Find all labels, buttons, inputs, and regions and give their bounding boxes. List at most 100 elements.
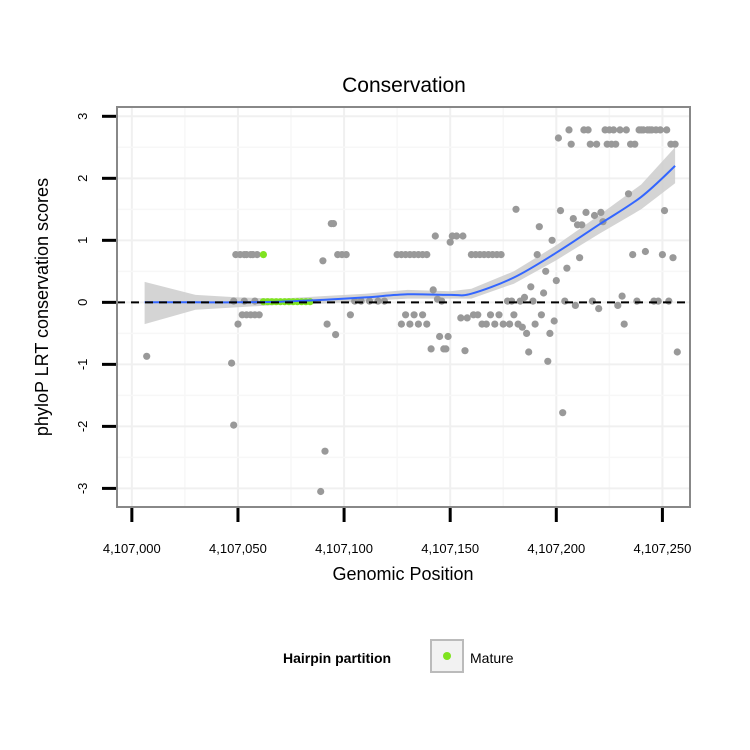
- data-point: [414, 320, 422, 328]
- data-point: [402, 311, 410, 319]
- data-point: [529, 297, 537, 305]
- data-point: [610, 126, 618, 134]
- data-point: [406, 320, 414, 328]
- data-point: [461, 347, 469, 355]
- data-point: [365, 297, 374, 305]
- y-axis-title: phyloP LRT conservation scores: [32, 178, 52, 436]
- data-point-mature: [259, 251, 267, 259]
- x-tick-label: 4,107,200: [527, 541, 585, 556]
- data-point: [143, 352, 151, 360]
- data-point: [459, 232, 467, 240]
- data-point: [567, 140, 575, 148]
- data-point: [624, 190, 633, 198]
- data-point: [552, 277, 560, 285]
- data-point: [436, 332, 444, 341]
- x-tick-label: 4,107,100: [315, 541, 373, 556]
- data-point: [495, 311, 503, 319]
- x-tick-label: 4,107,000: [103, 541, 161, 556]
- data-point: [518, 323, 526, 331]
- data-point: [582, 208, 590, 216]
- data-point: [427, 345, 435, 353]
- data-point: [561, 297, 569, 305]
- y-tick-label: 1: [75, 237, 90, 244]
- data-point: [491, 320, 499, 328]
- data-point: [665, 297, 673, 305]
- data-point: [537, 311, 546, 319]
- data-point: [576, 254, 584, 262]
- data-point: [486, 311, 495, 319]
- data-point: [380, 297, 388, 305]
- data-point: [319, 257, 327, 265]
- data-point: [612, 140, 620, 148]
- data-point: [546, 329, 554, 337]
- data-point: [618, 292, 626, 300]
- data-point: [554, 134, 563, 142]
- data-point: [463, 314, 471, 322]
- data-point: [669, 254, 677, 262]
- y-tick-label: -3: [75, 483, 90, 495]
- y-tick-label: 0: [75, 299, 90, 306]
- data-point: [586, 140, 594, 148]
- data-point: [346, 311, 354, 319]
- data-point: [508, 297, 516, 305]
- data-point: [556, 207, 565, 215]
- data-point: [654, 297, 662, 305]
- x-tick-label: 4,107,050: [209, 541, 267, 556]
- y-tick-label: 2: [75, 175, 90, 182]
- data-point: [593, 140, 601, 148]
- data-point: [569, 215, 577, 223]
- data-point: [656, 126, 664, 134]
- legend-label-mature: Mature: [470, 650, 514, 666]
- data-point: [633, 297, 641, 305]
- x-axis: 4,107,000 4,107,050 4,107,100 4,107,150 4,10…: [103, 508, 691, 556]
- data-point: [442, 345, 450, 353]
- y-axis: -3 -2 -1 0 1 2 3: [75, 113, 116, 494]
- data-point: [658, 251, 667, 259]
- data-point: [374, 297, 382, 305]
- data-point: [535, 223, 543, 231]
- data-point: [595, 305, 603, 313]
- data-point: [234, 320, 242, 328]
- y-tick-label: -1: [75, 359, 90, 371]
- data-point: [512, 205, 520, 213]
- data-point: [673, 348, 681, 356]
- data-point: [510, 311, 518, 319]
- x-tick-label: 4,107,250: [633, 541, 691, 556]
- data-point: [590, 211, 599, 220]
- data-point: [540, 289, 548, 297]
- data-point: [544, 357, 552, 365]
- data-point: [671, 140, 679, 148]
- confidence-band: [144, 147, 676, 325]
- data-point: [429, 286, 437, 294]
- data-point: [228, 359, 236, 367]
- data-point: [559, 409, 567, 417]
- y-tick-label: 3: [75, 113, 90, 120]
- data-point: [542, 267, 550, 275]
- data-point: [323, 320, 331, 328]
- data-point: [474, 311, 482, 319]
- data-point: [497, 251, 505, 259]
- x-axis-title: Genomic Position: [332, 564, 473, 584]
- data-point: [423, 251, 431, 259]
- data-point: [584, 126, 592, 134]
- data-point: [482, 320, 490, 328]
- legend-title: Hairpin partition: [283, 650, 391, 666]
- data-point: [255, 311, 263, 319]
- data-point: [230, 421, 238, 429]
- data-point: [563, 264, 571, 272]
- data-point: [317, 487, 325, 496]
- plot-panel: [116, 106, 691, 508]
- data-point: [620, 320, 628, 328]
- data-point: [578, 221, 586, 229]
- data-point: [251, 297, 259, 305]
- data-point: [342, 251, 350, 259]
- data-point: [531, 320, 539, 328]
- data-point: [622, 126, 630, 134]
- data-point: [446, 238, 454, 246]
- data-point: [453, 232, 461, 240]
- data-point: [565, 126, 573, 134]
- data-point: [629, 251, 637, 259]
- data-point: [444, 332, 452, 341]
- smooth-line: [144, 165, 676, 304]
